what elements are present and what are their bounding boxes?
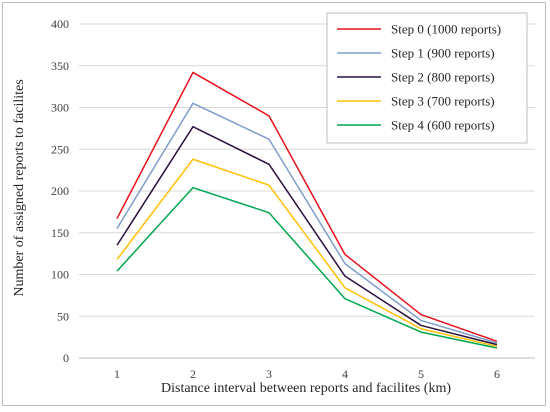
legend-label-step-0: Step 0 (1000 reports): [391, 22, 501, 37]
series-line-step-4: [116, 186, 498, 349]
y-tick-label: 400: [51, 17, 69, 31]
y-tick-label: 0: [63, 351, 69, 365]
series-line-step-1: [116, 102, 498, 344]
gridlines: [79, 23, 535, 359]
x-tick-label: 3: [266, 367, 272, 381]
legend-label-step-3: Step 3 (700 reports): [391, 94, 495, 109]
y-tick-label: 350: [51, 59, 69, 73]
chart-frame: 0 50 100 150 200 250 300 350 400 1 2 3 4 5 6 Number o…: [2, 2, 546, 406]
series-line-step-0: [116, 71, 498, 343]
y-tick-label: 200: [51, 184, 69, 198]
x-tick-label: 4: [342, 367, 348, 381]
legend: Step 0 (1000 reports) Step 1 (900 reports…: [326, 12, 528, 144]
x-tick-label: 2: [190, 367, 196, 381]
y-tick-label: 50: [57, 309, 69, 323]
y-tick-label: 300: [51, 101, 69, 115]
y-axis-ticks: 0 50 100 150 200 250 300 350 400: [51, 17, 69, 365]
y-tick-label: 150: [51, 226, 69, 240]
y-tick-label: 250: [51, 142, 69, 156]
series-lines: [116, 71, 498, 349]
legend-label-step-4: Step 4 (600 reports): [391, 118, 495, 133]
x-tick-label: 1: [114, 367, 120, 381]
series-line-step-2: [116, 125, 498, 346]
x-tick-label: 6: [494, 367, 500, 381]
x-tick-label: 5: [418, 367, 424, 381]
x-axis-ticks: 1 2 3 4 5 6: [114, 367, 500, 381]
legend-box: [326, 12, 528, 144]
line-chart: 0 50 100 150 200 250 300 350 400 1 2 3 4 5 6 Number o…: [12, 12, 535, 396]
legend-label-step-1: Step 1 (900 reports): [391, 46, 495, 61]
x-axis-title: Distance interval between reports and fa…: [161, 381, 451, 396]
y-tick-label: 100: [51, 268, 69, 282]
y-axis-title: Number of assigned reports to facilites: [12, 79, 27, 296]
series-line-step-3: [116, 158, 498, 348]
legend-label-step-2: Step 2 (800 reports): [391, 70, 495, 85]
